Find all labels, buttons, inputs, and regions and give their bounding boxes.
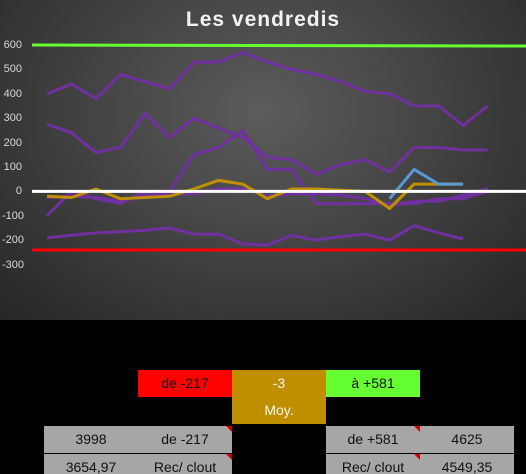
series-line-3 xyxy=(45,128,488,217)
y-tick-label: -200 xyxy=(2,234,25,247)
reference-line-1 xyxy=(31,43,526,48)
left-count-cell: 3998 xyxy=(44,426,138,453)
min-cell: de -217 xyxy=(138,370,232,397)
chart-title: Les vendredis xyxy=(185,8,341,31)
avg-cell: -3 xyxy=(232,370,326,397)
y-tick-label: 0 xyxy=(15,185,22,198)
right-value-cell: 4549,35 xyxy=(420,454,514,474)
y-tick-label: 100 xyxy=(3,161,22,173)
series-line-4 xyxy=(46,224,464,247)
left-caption-cell: Rec/ clout xyxy=(138,454,232,474)
y-tick-label: 500 xyxy=(3,63,22,76)
line-chart xyxy=(31,43,526,252)
left-value-cell: 3654,97 xyxy=(44,454,138,474)
right-label-cell: de +581 xyxy=(326,426,420,453)
y-tick-label: 300 xyxy=(3,112,22,125)
y-tick-label: -100 xyxy=(2,209,25,222)
series-line-7 xyxy=(388,167,464,200)
max-cell: à +581 xyxy=(326,370,420,397)
right-count-cell: 4625 xyxy=(420,426,514,453)
series-line-1 xyxy=(46,50,489,127)
y-tick-label: -300 xyxy=(2,258,25,271)
series-line-2 xyxy=(46,111,488,176)
avg-caption-cell: Moy. xyxy=(232,397,326,424)
left-label-cell: de -217 xyxy=(138,426,232,453)
series-line-5 xyxy=(46,187,488,208)
y-tick-label: 200 xyxy=(3,136,22,149)
chart-area: Les vendredis 600 500 400 300 200 100 0 -100 -20… xyxy=(0,0,526,320)
right-caption-cell: Rec/ clout xyxy=(326,454,420,474)
y-tick-label: 400 xyxy=(3,87,22,100)
y-tick-label: 600 xyxy=(3,39,22,51)
